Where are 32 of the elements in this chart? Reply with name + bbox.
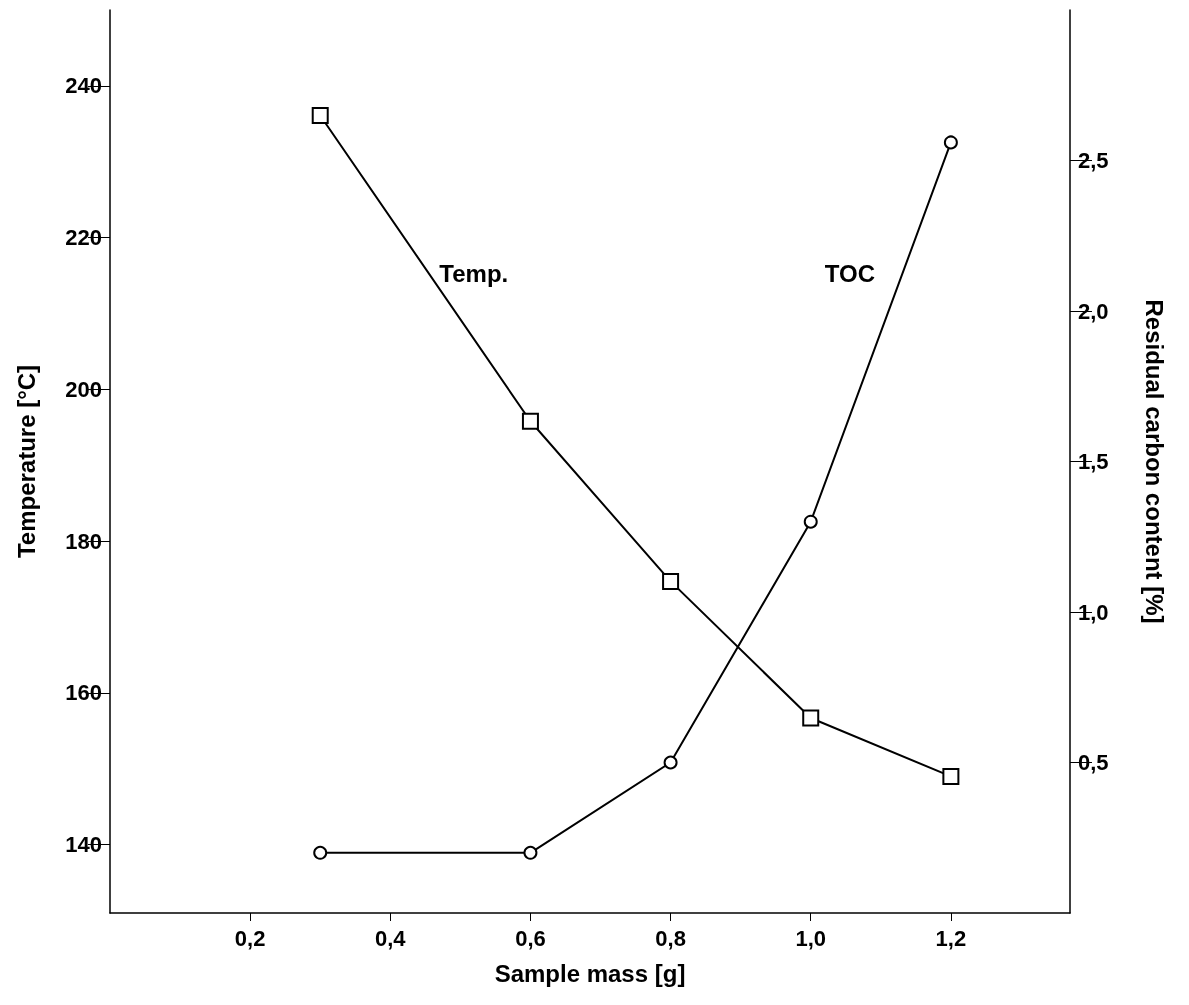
x-tick-label: 1,2 bbox=[935, 925, 967, 951]
y2-tick-label: 1,5 bbox=[1078, 449, 1109, 474]
point bbox=[521, 412, 539, 430]
x-axis-title: Sample mass [g] bbox=[494, 959, 686, 987]
series-label: TOC bbox=[824, 260, 875, 288]
x-tick-label: 0,8 bbox=[655, 925, 686, 951]
x-tick-label: 0,6 bbox=[515, 925, 546, 951]
point bbox=[803, 514, 818, 529]
y2-axis-title: Residual carbon content [%] bbox=[1140, 299, 1168, 624]
point bbox=[662, 572, 680, 590]
x-tick-label: 1,0 bbox=[795, 925, 827, 951]
y-tick-label: 140 bbox=[65, 832, 102, 858]
y-axis-title: Temperature [°C] bbox=[12, 364, 40, 559]
y-tick-label: 240 bbox=[65, 73, 102, 99]
y-tick-label: 220 bbox=[65, 225, 102, 251]
point bbox=[942, 767, 960, 785]
y2-tick-label: 2,5 bbox=[1078, 148, 1109, 173]
y2-tick-label: 0,5 bbox=[1078, 750, 1109, 775]
x-tick-label: 0,2 bbox=[234, 925, 266, 951]
point bbox=[663, 755, 678, 770]
point bbox=[313, 845, 328, 860]
point bbox=[802, 709, 820, 727]
y2-tick-label: 1,0 bbox=[1078, 599, 1109, 625]
point bbox=[943, 135, 958, 150]
series-label: Temp. bbox=[439, 260, 509, 288]
y-tick-label: 180 bbox=[65, 528, 102, 554]
y-tick-label: 160 bbox=[65, 680, 102, 706]
point bbox=[311, 106, 329, 124]
point bbox=[523, 845, 538, 860]
y-tick-label: 200 bbox=[65, 376, 102, 402]
y2-tick-label: 2,0 bbox=[1078, 298, 1109, 324]
x-tick-label: 0,4 bbox=[375, 925, 407, 951]
